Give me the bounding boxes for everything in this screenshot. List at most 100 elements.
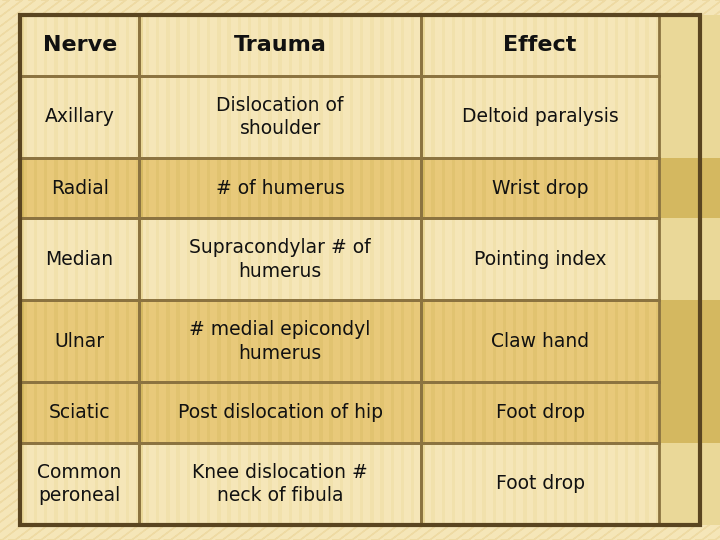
Bar <box>421 15 425 76</box>
Bar <box>523 158 526 218</box>
Bar <box>139 76 197 158</box>
Bar <box>20 382 24 443</box>
Bar <box>421 300 720 382</box>
Bar <box>299 300 302 382</box>
Bar <box>421 218 656 300</box>
Bar <box>139 15 421 76</box>
Bar <box>75 300 78 382</box>
Bar <box>421 443 425 525</box>
Bar <box>139 158 217 218</box>
Bar <box>421 76 425 158</box>
Bar <box>139 15 696 76</box>
Bar <box>421 382 425 443</box>
Bar <box>421 76 574 158</box>
Bar <box>85 15 88 76</box>
Bar <box>421 218 425 300</box>
Bar <box>139 158 146 218</box>
Bar <box>139 76 248 158</box>
Bar <box>421 443 425 525</box>
Bar <box>421 15 472 76</box>
Bar <box>139 158 143 218</box>
Bar <box>585 158 588 218</box>
Bar <box>421 443 720 525</box>
Bar <box>95 443 99 525</box>
Bar <box>139 382 228 443</box>
Bar <box>421 15 462 76</box>
Bar <box>34 443 37 525</box>
Bar <box>139 218 176 300</box>
Bar <box>523 443 526 525</box>
Bar <box>20 382 24 443</box>
Bar <box>228 76 231 158</box>
Bar <box>139 443 431 525</box>
Bar <box>228 300 231 382</box>
Bar <box>421 218 523 300</box>
Bar <box>421 443 425 525</box>
Bar <box>503 218 506 300</box>
Bar <box>309 15 312 76</box>
Bar <box>421 15 425 76</box>
Bar <box>554 15 557 76</box>
Bar <box>139 300 143 382</box>
Bar <box>659 15 720 76</box>
Bar <box>139 76 143 158</box>
Bar <box>139 443 720 525</box>
Bar <box>534 15 536 76</box>
Bar <box>421 158 425 218</box>
Bar <box>574 218 577 300</box>
Bar <box>659 443 676 525</box>
Bar <box>139 443 523 525</box>
Bar <box>139 382 544 443</box>
Bar <box>421 443 720 525</box>
Bar <box>585 382 588 443</box>
Bar <box>139 382 595 443</box>
Bar <box>350 300 354 382</box>
Bar <box>319 300 323 382</box>
Bar <box>20 15 139 76</box>
Bar <box>139 300 534 382</box>
Bar <box>139 158 340 218</box>
Bar <box>139 300 258 382</box>
Bar <box>574 15 577 76</box>
Bar <box>139 15 503 76</box>
Bar <box>421 218 554 300</box>
Bar <box>20 158 24 218</box>
Bar <box>421 76 720 158</box>
Bar <box>421 158 425 218</box>
Bar <box>421 382 544 443</box>
Bar <box>659 76 696 158</box>
Bar <box>115 218 119 300</box>
Bar <box>441 15 445 76</box>
Bar <box>421 218 574 300</box>
Bar <box>156 382 160 443</box>
Bar <box>421 382 425 443</box>
Bar <box>421 218 544 300</box>
Bar <box>54 158 58 218</box>
Bar <box>20 443 24 525</box>
Bar <box>659 15 666 76</box>
Bar <box>370 382 374 443</box>
Bar <box>85 443 88 525</box>
Bar <box>421 218 717 300</box>
Bar <box>217 218 220 300</box>
Bar <box>248 76 251 158</box>
Bar <box>238 443 241 525</box>
Bar <box>139 218 279 300</box>
Bar <box>139 300 143 382</box>
Bar <box>139 443 645 525</box>
Bar <box>421 382 462 443</box>
Bar <box>139 443 720 525</box>
Bar <box>421 382 564 443</box>
Bar <box>139 382 554 443</box>
Bar <box>139 443 720 525</box>
Bar <box>139 300 595 382</box>
Bar <box>20 158 24 218</box>
Bar <box>139 443 666 525</box>
Bar <box>139 15 143 76</box>
Bar <box>421 76 544 158</box>
Bar <box>659 158 717 218</box>
Bar <box>139 76 143 158</box>
Bar <box>139 382 472 443</box>
Bar <box>421 76 425 158</box>
Bar <box>95 158 99 218</box>
